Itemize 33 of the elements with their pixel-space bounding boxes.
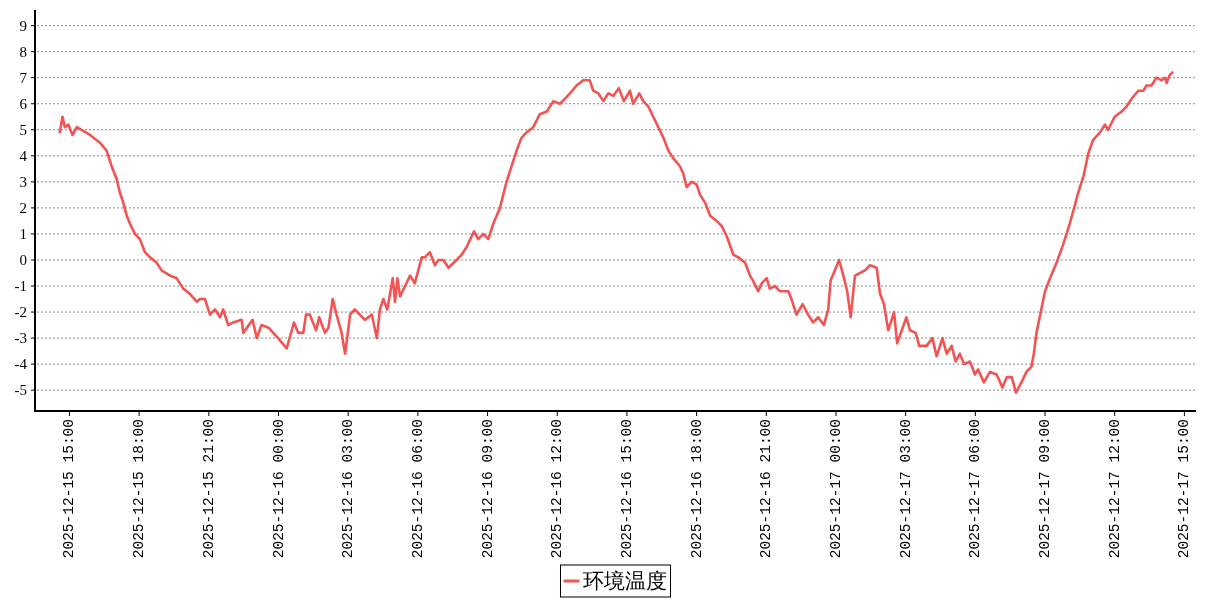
x-tick-label: 2025-12-17 03:00: [897, 419, 914, 559]
x-tick-label: 2025-12-17 09:00: [1037, 419, 1053, 559]
x-tick-label: 2025-12-15 15:00: [61, 419, 78, 559]
y-tick-label: 8: [19, 43, 27, 60]
y-tick-label: 6: [19, 95, 27, 112]
x-tick-label: 2025-12-16 09:00: [479, 419, 496, 559]
x-tick-label: 2025-12-16 06:00: [409, 419, 426, 559]
x-tick-label: 2025-12-17 00:00: [827, 419, 844, 559]
x-tick-label: 2025-12-15 21:00: [200, 419, 217, 559]
x-tick-label: 2025-12-17 12:00: [1106, 419, 1123, 559]
y-tick-label: 0: [19, 251, 27, 268]
y-tick-label: 3: [19, 173, 27, 190]
y-tick-label: 2: [19, 199, 27, 216]
x-tick-label: 2025-12-17 06:00: [967, 419, 984, 559]
y-tick-label: 1: [19, 225, 27, 242]
y-tick-label: -4: [14, 356, 27, 373]
x-tick-label: 2025-12-16 00:00: [270, 419, 287, 559]
x-tick-label: 2025-12-15 18:00: [131, 419, 148, 559]
x-tick-label: 2025-12-16 21:00: [758, 419, 775, 559]
x-tick-label: 2025-12-16 15:00: [618, 419, 635, 559]
y-tick-label: 9: [19, 17, 27, 34]
y-tick-label: 7: [19, 69, 27, 86]
y-tick-label: -2: [14, 304, 27, 321]
y-tick-label: -3: [14, 330, 27, 347]
x-tick-label: 2025-12-16 03:00: [340, 419, 357, 559]
x-tick-label: 2025-12-17 15:00: [1176, 419, 1193, 559]
y-tick-label: -5: [14, 382, 27, 399]
legend-label: 环境温度: [582, 569, 667, 593]
y-tick-label: -1: [14, 278, 27, 294]
x-tick-label: 2025-12-16 12:00: [549, 419, 566, 559]
x-tick-label: 2025-12-16 18:00: [688, 419, 705, 559]
y-tick-label: 4: [19, 147, 27, 164]
y-tick-label: 5: [19, 121, 27, 138]
